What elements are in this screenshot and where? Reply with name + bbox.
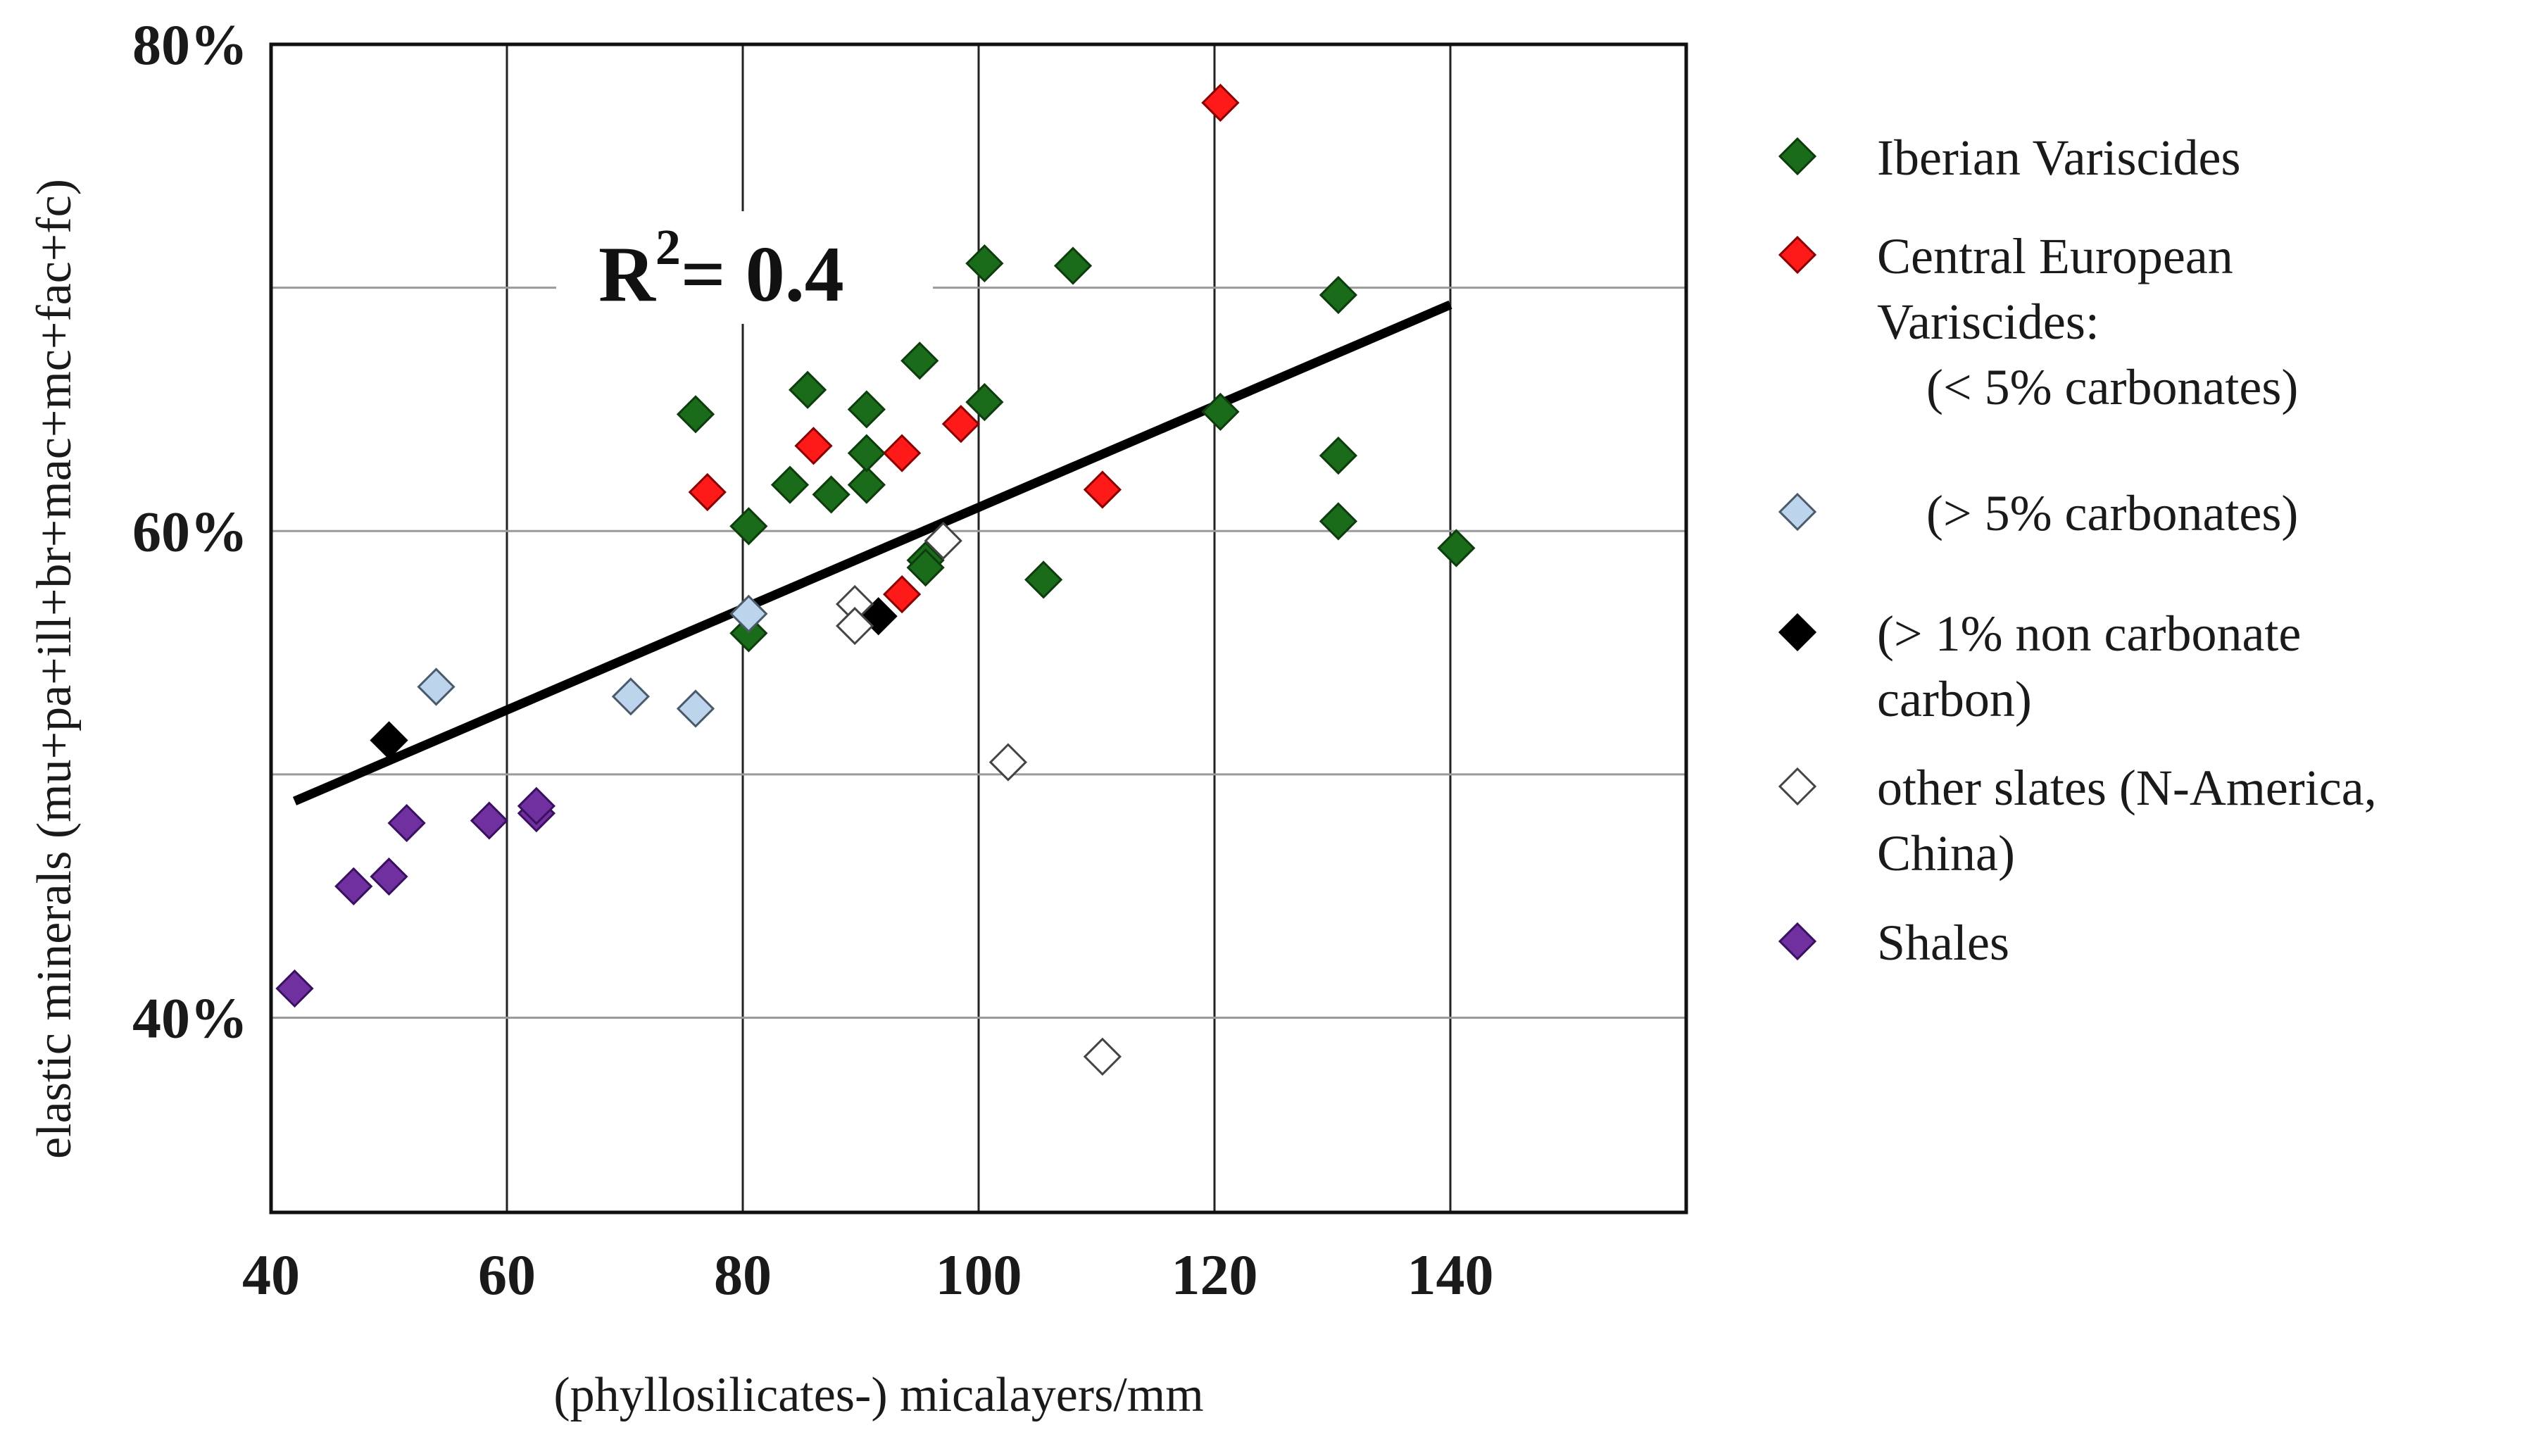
data-point-series-1 bbox=[770, 465, 810, 504]
data-point-series-1 bbox=[847, 434, 886, 472]
r-squared-base: R bbox=[598, 231, 656, 318]
data-point-series-1 bbox=[965, 382, 1004, 422]
data-point-series-1 bbox=[789, 370, 827, 409]
legend-label-series-2: Central European bbox=[1877, 228, 2233, 284]
legend-marker-series-2 bbox=[1778, 235, 1817, 275]
data-point-series-2 bbox=[883, 575, 922, 614]
legend-label-series-4: (> 1% non carbonate bbox=[1877, 605, 2301, 662]
r-squared-superscript: 2 bbox=[655, 219, 681, 275]
data-point-series-6 bbox=[275, 969, 314, 1008]
y-tick-label: 80% bbox=[132, 13, 248, 77]
data-point-series-1 bbox=[676, 395, 715, 434]
data-point-series-1 bbox=[1053, 246, 1093, 285]
data-point-series-6 bbox=[334, 867, 373, 905]
data-point-series-1 bbox=[812, 475, 850, 514]
data-point-series-6 bbox=[517, 786, 555, 825]
legend-marker-series-5 bbox=[1778, 767, 1817, 806]
x-axis-tick-labels: 40 60 80 100 120 140 bbox=[242, 1243, 1494, 1307]
data-point-series-3 bbox=[611, 677, 650, 716]
r-squared-annotation-group: R2= 0.4 bbox=[556, 211, 933, 324]
data-point-series-6 bbox=[370, 857, 408, 896]
r-squared-value: = 0.4 bbox=[681, 231, 844, 318]
y-tick-label: 40% bbox=[132, 986, 248, 1050]
x-tick-label: 120 bbox=[1172, 1243, 1258, 1307]
legend-label-series-1: Iberian Variscides bbox=[1877, 130, 2240, 186]
data-point-series-2 bbox=[794, 427, 833, 465]
data-point-series-3 bbox=[417, 667, 456, 706]
data-point-series-5 bbox=[988, 743, 1028, 782]
legend-label-series-4: carbon) bbox=[1877, 671, 2032, 727]
data-point-series-1 bbox=[729, 614, 768, 653]
data-point-series-1 bbox=[1319, 502, 1358, 541]
data-point-series-2 bbox=[1201, 83, 1240, 123]
data-point-series-2 bbox=[1083, 470, 1122, 509]
x-axis-title: (phyllosilicates-) micalayers/mm bbox=[553, 1368, 1203, 1422]
r-squared-annotation-background bbox=[556, 211, 933, 324]
data-point-series-1 bbox=[1437, 529, 1476, 567]
trendline-group bbox=[292, 300, 1452, 805]
legend-label-series-2: Variscides: bbox=[1877, 294, 2099, 350]
data-point-series-2 bbox=[883, 434, 922, 472]
data-point-series-5 bbox=[1083, 1037, 1122, 1076]
legend-marker-series-3 bbox=[1778, 492, 1817, 532]
data-point-series-5 bbox=[836, 606, 874, 646]
plot-frame bbox=[269, 42, 1688, 1215]
x-tick-label: 40 bbox=[242, 1243, 300, 1307]
data-point-series-1 bbox=[729, 507, 768, 546]
data-point-series-1 bbox=[965, 244, 1004, 283]
data-point-series-1 bbox=[906, 548, 945, 587]
legend-label-series-5: China) bbox=[1877, 825, 2015, 881]
x-tick-label: 60 bbox=[478, 1243, 536, 1307]
legend-label-series-3: (> 5% carbonates) bbox=[1926, 485, 2298, 541]
data-point-series-1 bbox=[1319, 436, 1358, 475]
data-point-series-6 bbox=[387, 803, 426, 843]
data-point-series-1 bbox=[1201, 392, 1240, 432]
y-tick-label: 60% bbox=[132, 499, 248, 563]
data-point-series-3 bbox=[676, 689, 715, 728]
legend-label-series-5: other slates (N-America, bbox=[1877, 760, 2377, 816]
x-tick-label: 100 bbox=[936, 1243, 1022, 1307]
data-point-series-2 bbox=[688, 472, 727, 512]
data-point-series-1 bbox=[847, 465, 886, 504]
y-axis-title: elastic minerals (mu+pa+ill+br+mac+mc+fa… bbox=[27, 179, 82, 1159]
data-point-series-1 bbox=[900, 341, 939, 380]
legend-marker-series-6 bbox=[1778, 922, 1817, 961]
data-point-series-1 bbox=[1319, 275, 1358, 315]
data-point-series-5 bbox=[924, 521, 962, 560]
trendline bbox=[292, 300, 1452, 805]
r-squared-annotation: R2= 0.4 bbox=[598, 219, 844, 318]
x-tick-label: 140 bbox=[1407, 1243, 1494, 1307]
data-point-series-6 bbox=[470, 801, 508, 840]
data-point-series-4 bbox=[370, 721, 408, 760]
data-point-series-2 bbox=[941, 405, 981, 444]
y-axis-tick-labels: 40% 60% 80% bbox=[132, 13, 248, 1050]
x-tick-label: 80 bbox=[714, 1243, 772, 1307]
legend-marker-series-1 bbox=[1778, 137, 1817, 176]
data-points bbox=[275, 83, 1476, 1076]
data-point-series-1 bbox=[1024, 560, 1063, 599]
legend-label-series-6: Shales bbox=[1877, 915, 2009, 971]
data-point-series-1 bbox=[847, 390, 886, 429]
legend-marker-series-4 bbox=[1778, 613, 1817, 652]
legend-label-series-2: (< 5% carbonates) bbox=[1926, 359, 2298, 415]
data-point-series-3 bbox=[729, 594, 768, 633]
legend: Iberian Variscides Central European Varisc… bbox=[1778, 130, 2377, 971]
